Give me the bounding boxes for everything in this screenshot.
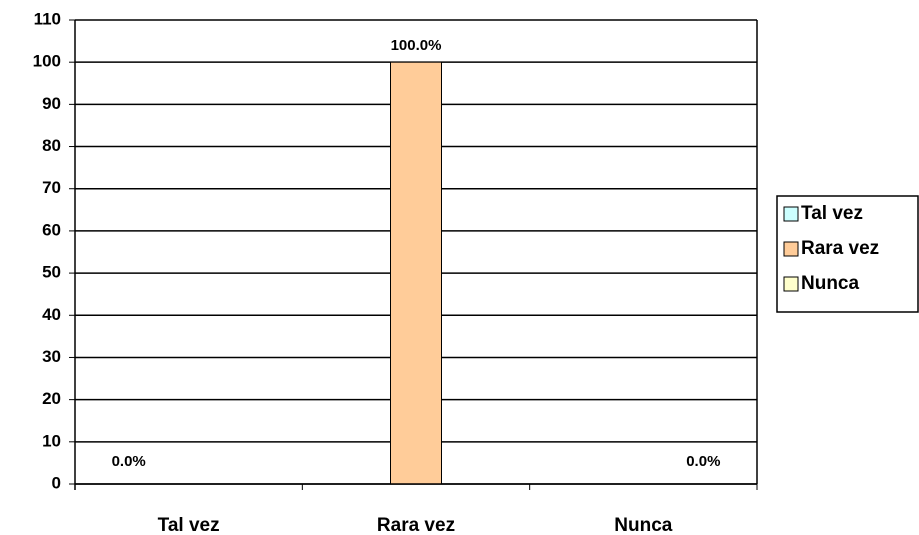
y-tick-label: 50 [42, 263, 61, 282]
y-tick-label: 110 [34, 9, 61, 28]
y-tick-label: 20 [42, 389, 61, 408]
x-tick-label: Rara vez [377, 515, 455, 535]
y-tick-label: 0 [52, 473, 61, 492]
legend-label: Rara vez [801, 238, 879, 259]
x-tick-label: Tal vez [158, 515, 220, 535]
x-tick-label: Nunca [614, 515, 673, 535]
bar [390, 61, 442, 485]
data-label: 100.0% [391, 37, 442, 54]
legend-swatch [783, 206, 799, 222]
y-tick-label: 30 [42, 347, 61, 366]
y-tick-label: 80 [42, 136, 61, 155]
y-tick-label: 90 [42, 94, 61, 113]
legend-label: Nunca [801, 273, 860, 294]
y-tick-label: 100 [33, 52, 61, 71]
legend-box [776, 195, 919, 313]
y-tick-label: 70 [42, 178, 61, 197]
legend-label: Tal vez [801, 203, 863, 224]
data-label: 0.0% [112, 453, 146, 470]
y-tick-label: 10 [42, 431, 61, 450]
legend-swatch [783, 276, 799, 292]
legend-swatch [783, 241, 799, 257]
y-tick-label: 40 [42, 305, 61, 324]
data-label: 0.0% [686, 453, 720, 470]
y-tick-label: 60 [42, 220, 61, 239]
